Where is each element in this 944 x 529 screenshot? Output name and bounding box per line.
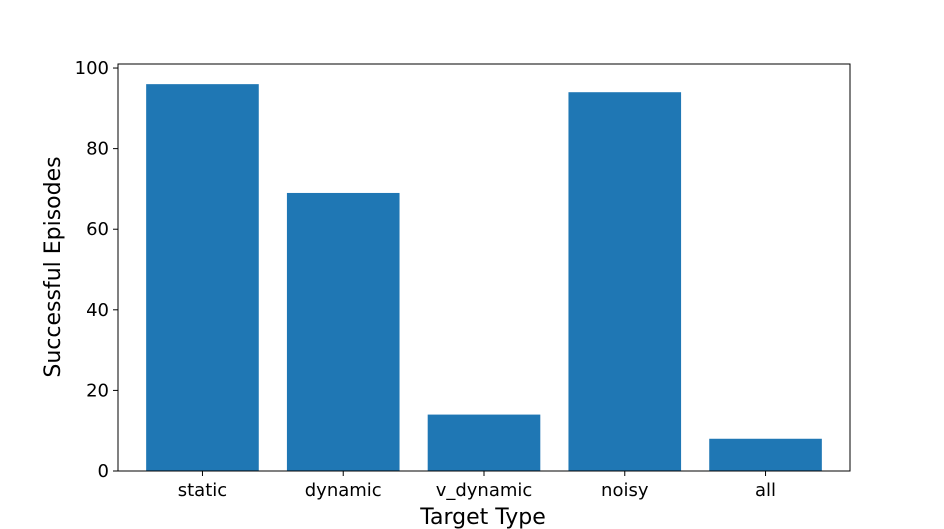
y-tick-label-100: 100: [75, 58, 109, 79]
x-tick-label-all: all: [755, 480, 776, 501]
y-axis-label: Successful Episodes: [41, 156, 66, 377]
y-tick-label-20: 20: [86, 380, 109, 401]
bar-all: [709, 438, 822, 471]
bar-v-dynamic: [427, 414, 541, 471]
bar-static: [146, 84, 259, 472]
y-tick-label-60: 60: [86, 219, 109, 240]
x-tick-label-dynamic: dynamic: [305, 480, 382, 501]
y-tick-label-40: 40: [86, 300, 109, 321]
x-tick-label-static: static: [178, 480, 227, 501]
axes-layer: 0 20 40 60 80 100 static dynamic v_dynamic noisy a…: [75, 58, 851, 501]
x-tick-label-noisy: noisy: [601, 480, 649, 501]
bar-dynamic: [286, 192, 400, 471]
x-tick-label-v-dynamic: v_dynamic: [436, 480, 533, 501]
bars-layer: [146, 84, 822, 472]
y-tick-label-80: 80: [86, 139, 109, 160]
bar-noisy: [568, 92, 682, 472]
y-tick-label-0: 0: [98, 461, 109, 482]
x-axis-label: Target Type: [419, 505, 546, 529]
